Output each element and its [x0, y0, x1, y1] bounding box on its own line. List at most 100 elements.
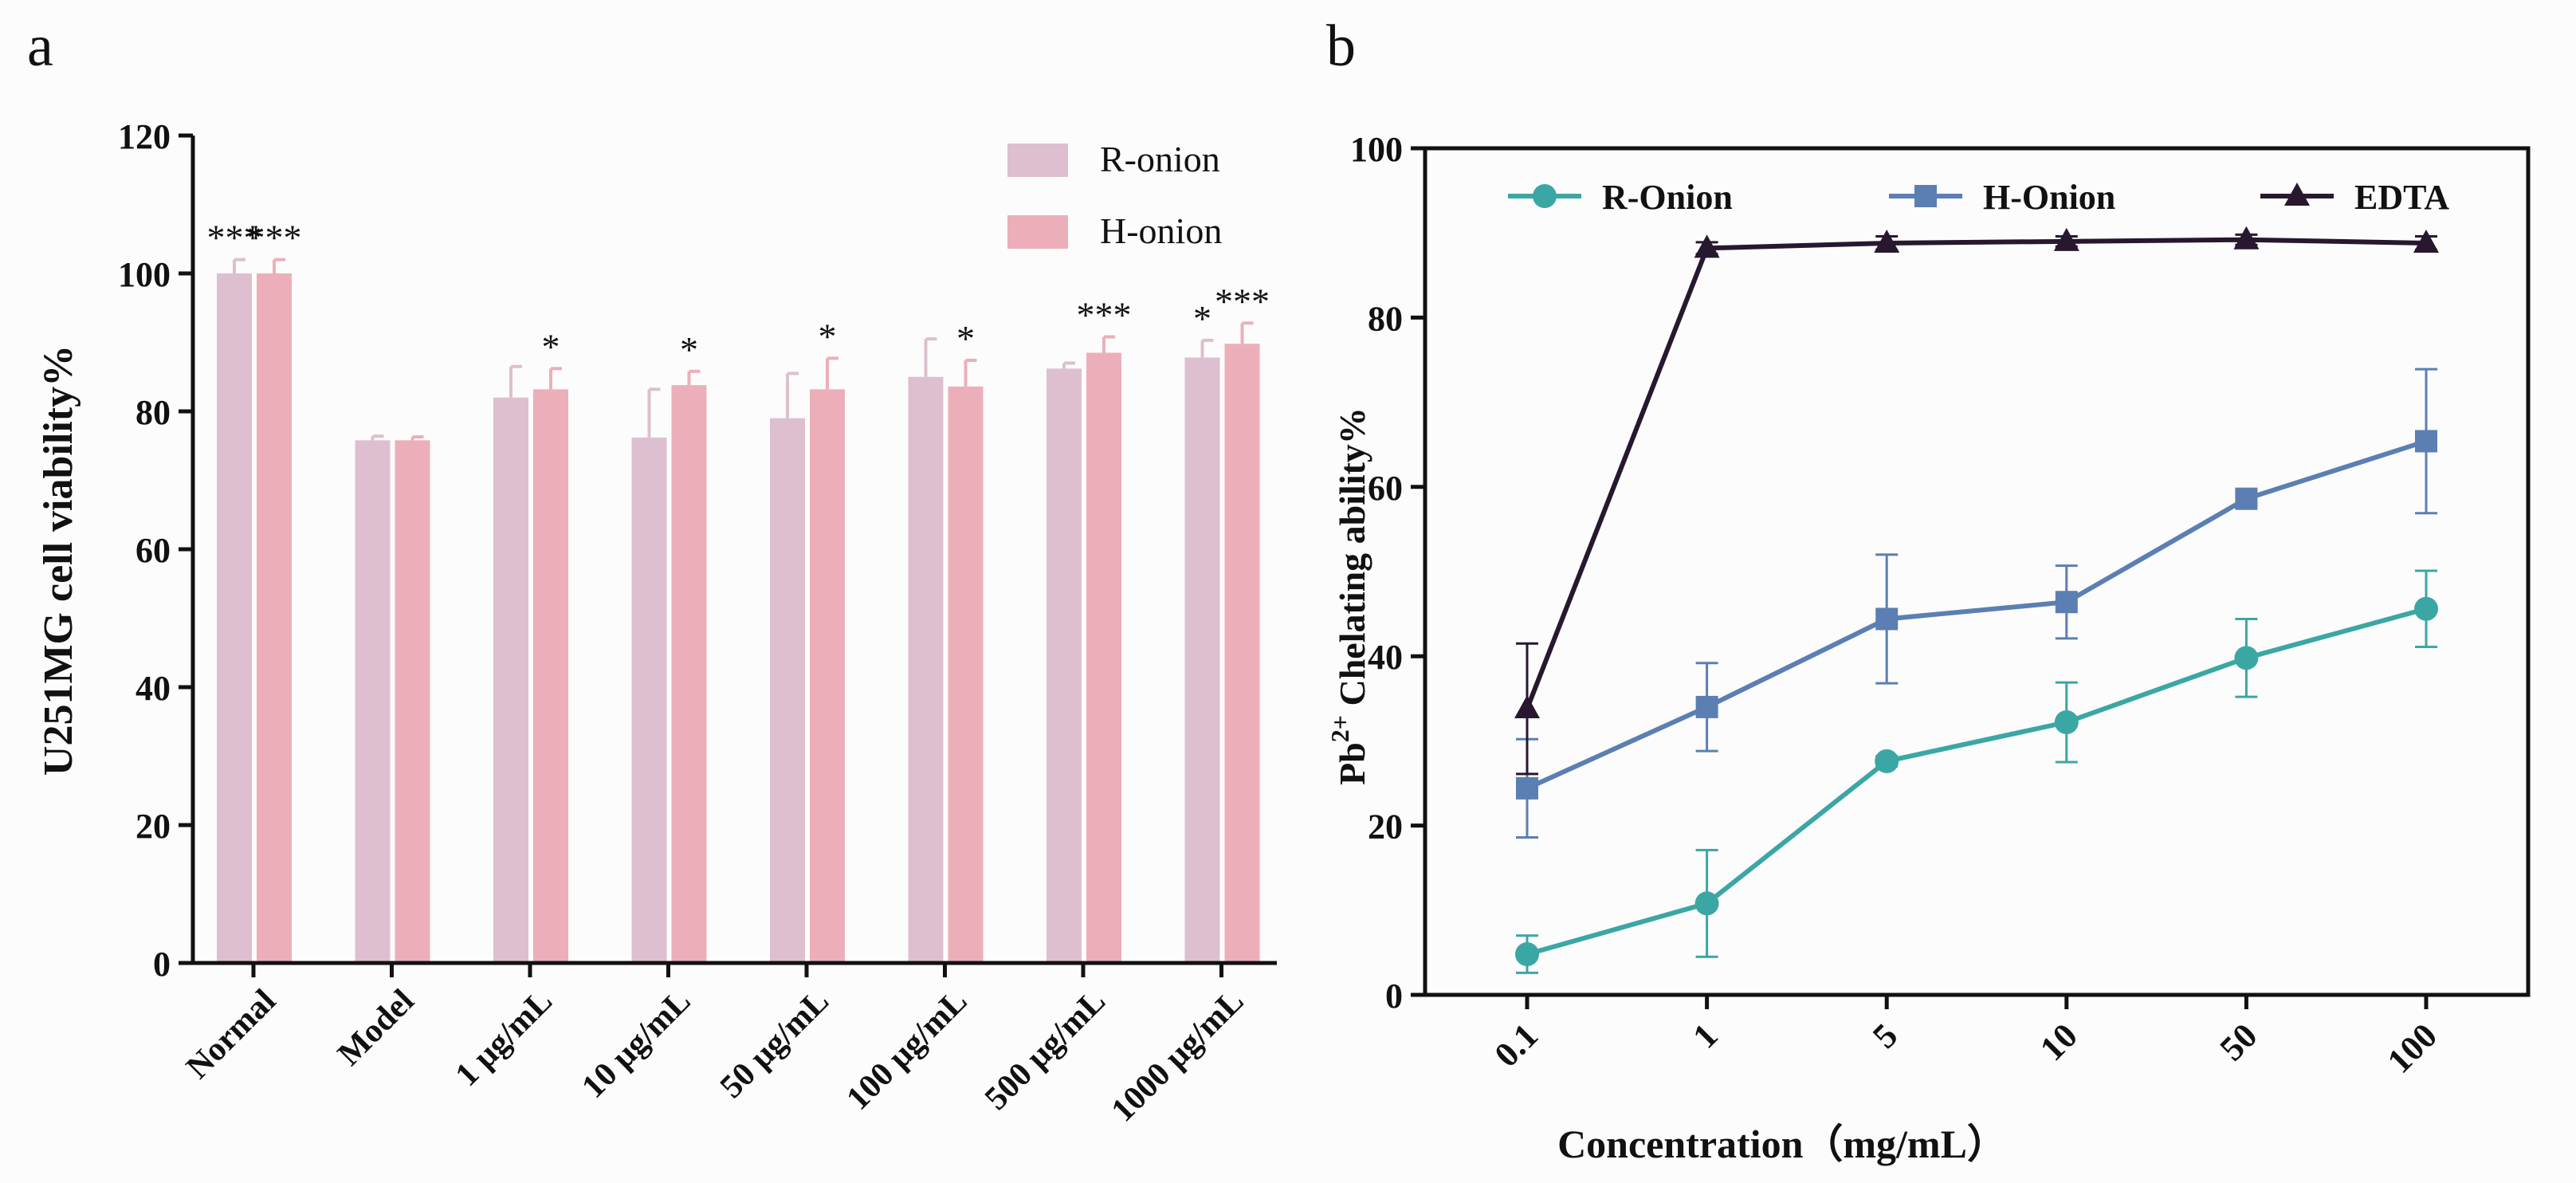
data-point-h-onion-0 [1516, 776, 1538, 800]
significance-h-onion-6: *** [1077, 295, 1132, 336]
y-tick-label-120: 120 [118, 117, 171, 156]
data-point-r-onion-2 [1875, 749, 1899, 773]
bar-h-onion-3 [671, 385, 707, 963]
data-point-h-onion-5 [2415, 430, 2437, 453]
significance-r-onion-0: *** [207, 218, 262, 258]
y-tick-label-40: 40 [135, 669, 171, 708]
b-y-tick-label-0: 0 [1385, 977, 1403, 1016]
b-y-tick-label-100: 100 [1350, 130, 1403, 169]
legend-label-r-onion: R-onion [1100, 139, 1220, 179]
data-point-h-onion-1 [1695, 695, 1718, 718]
x-axis-label: Concentration（mg/mL） [1557, 1122, 2007, 1166]
significance-h-onion-4: * [819, 316, 837, 356]
b-x-tick-label-5: 5 [1865, 1016, 1905, 1055]
data-point-edta-3 [2053, 227, 2079, 251]
b-y-tick-label-20: 20 [1368, 808, 1403, 847]
y-tick-label-0: 0 [153, 945, 171, 984]
legend-label-r-onion: R-Onion [1602, 178, 1733, 217]
bar-group [217, 273, 1260, 964]
b-x-tick-label-0-1: 0.1 [1487, 1016, 1546, 1075]
data-point-h-onion-3 [2055, 591, 2078, 614]
data-point-h-onion-4 [2235, 487, 2258, 510]
b-x-tick-label-100: 100 [2380, 1016, 2444, 1080]
bar-h-onion-4 [810, 389, 845, 963]
line-chart-legend: R-Onion H-Onion EDTA [1508, 178, 2449, 217]
bar-r-onion-5 [908, 376, 944, 963]
b-x-tick-label-1: 1 [1685, 1016, 1725, 1055]
legend-marker-r-onion [1533, 184, 1557, 208]
legend-swatch-r-onion [1007, 143, 1068, 177]
data-point-h-onion-2 [1875, 607, 1899, 631]
x-tick-label-100-g-ml: 100 μg/mL [840, 983, 975, 1118]
bar-h-onion-2 [533, 389, 568, 963]
bar-chart-legend: R-onion H-onion [1007, 139, 1222, 251]
bar-h-onion-0 [257, 273, 292, 963]
b-y-tick-label-60: 60 [1368, 469, 1403, 508]
y-axis-label-b: Pb2+ Chelating ability% [1325, 407, 1372, 785]
series-line-edta [1525, 237, 2427, 710]
x-tick-label-10-g-ml: 10 μg/mL [575, 983, 697, 1106]
data-point-r-onion-4 [2234, 646, 2259, 670]
x-tick-label-500-g-ml: 500 μg/mL [978, 983, 1113, 1118]
significance-h-onion-3: * [680, 329, 698, 370]
bar-r-onion-0 [217, 273, 252, 963]
y-axis-label-b-sup: 2+ [1325, 715, 1354, 742]
bar-h-onion-1 [395, 440, 430, 963]
significance-h-onion-0: *** [247, 218, 302, 258]
significance-h-onion-5: * [956, 318, 975, 359]
b-y-tick-label-40: 40 [1368, 638, 1403, 677]
y-tick-label-20: 20 [135, 807, 171, 846]
data-point-edta-0 [1514, 695, 1540, 719]
bar-h-onion-7 [1224, 344, 1260, 964]
data-point-edta-2 [1874, 229, 1900, 253]
bar-r-onion-6 [1046, 368, 1082, 963]
series-markers [1514, 226, 2439, 967]
plot-frame [1423, 146, 2531, 997]
legend-swatch-h-onion [1007, 215, 1068, 249]
panel-b-label: b [1326, 14, 1356, 79]
legend-label-edta: EDTA [2354, 178, 2449, 217]
legend-marker-edta [2284, 183, 2310, 206]
data-point-edta-1 [1694, 234, 1720, 258]
data-point-edta-4 [2233, 226, 2260, 250]
significance-r-onion-7: * [1193, 298, 1211, 339]
bar-r-onion-2 [493, 397, 528, 963]
panel-a-label: a [27, 14, 53, 79]
series-line-r-onion [1526, 606, 2427, 957]
data-point-r-onion-3 [2054, 710, 2079, 735]
y-tick-label-80: 80 [135, 393, 171, 432]
series-lines [1525, 237, 2427, 957]
bar-h-onion-5 [948, 386, 984, 963]
x-tick-label-1-g-ml: 1 μg/mL [449, 983, 560, 1094]
b-x-tick-label-50: 50 [2213, 1016, 2265, 1068]
series-line-h-onion [1526, 438, 2427, 791]
line-chart-ticks: 0 20 40 60 80 100 0.1 1 5 10 50 100 [1350, 130, 2444, 1081]
b-x-tick-label-10: 10 [2032, 1016, 2085, 1068]
line-error-bars [1516, 233, 2437, 974]
legend-marker-h-onion [1914, 185, 1937, 207]
y-axis-label: U251MG cell viability% [36, 345, 81, 776]
x-tick-label-50-g-ml: 50 μg/mL [713, 983, 836, 1106]
y-tick-label-60: 60 [135, 531, 171, 570]
x-tick-label-model: Model [331, 983, 421, 1073]
data-point-r-onion-5 [2414, 596, 2438, 621]
legend-label-h-onion: H-Onion [1983, 178, 2115, 217]
bar-r-onion-3 [631, 437, 667, 963]
x-tick-label-normal: Normal [179, 983, 283, 1087]
y-axis-label-b-rest: Chelating ability% [1332, 407, 1372, 715]
significance-h-onion-7: *** [1215, 281, 1270, 321]
error-bars [233, 257, 1254, 441]
legend-label-h-onion: H-onion [1100, 210, 1222, 251]
data-point-r-onion-0 [1515, 942, 1539, 967]
significance-markers: ******** * * **** *** [207, 218, 1270, 370]
y-axis-label-b-main: Pb [1332, 742, 1372, 785]
bar-r-onion-1 [355, 440, 391, 963]
line-chart-frame [1423, 146, 2531, 997]
data-point-r-onion-1 [1694, 891, 1719, 916]
bar-h-onion-6 [1086, 352, 1121, 964]
bar-r-onion-7 [1184, 357, 1220, 963]
y-tick-label-100: 100 [118, 255, 171, 294]
bar-r-onion-4 [770, 418, 805, 963]
